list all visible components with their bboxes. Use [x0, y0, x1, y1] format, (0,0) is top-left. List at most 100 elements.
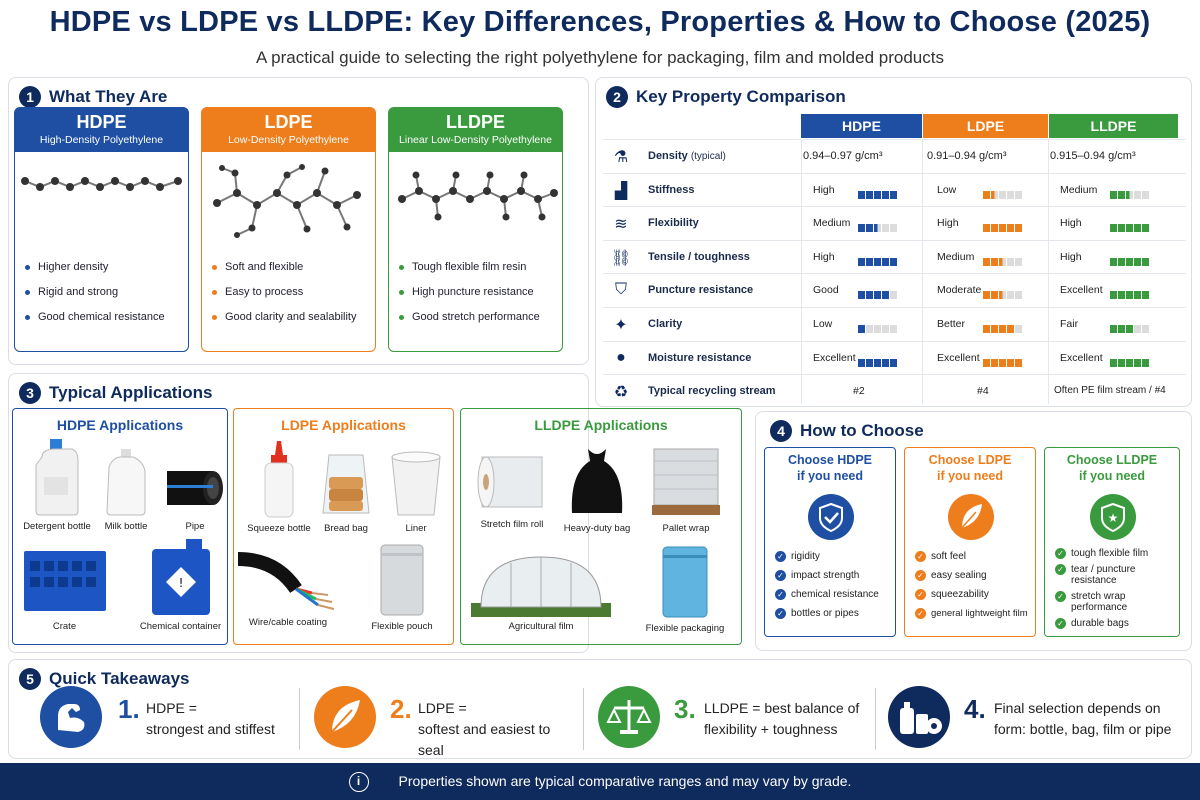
level-segment	[983, 325, 990, 333]
row-label: Tensile / toughness	[648, 250, 750, 263]
app-label: Pallet wrap	[662, 523, 710, 534]
app-label: Detergent bottle	[23, 521, 91, 532]
page-subtitle: A practical guide to selecting the right…	[256, 48, 944, 67]
cell-value: 0.94–0.97 g/cm³	[803, 150, 883, 162]
level-bar	[858, 320, 898, 333]
cell-value: #2	[853, 385, 865, 398]
list-item: ✓ impact strength	[775, 570, 879, 581]
wave-icon: ≋	[614, 216, 628, 234]
level-segment	[1142, 257, 1149, 266]
flexible-pouch-icon	[380, 544, 424, 616]
level-segment	[1142, 190, 1149, 199]
hdpe-card-header: HDPE High-Density Polyethylene	[15, 108, 188, 152]
level-segment	[1134, 358, 1141, 367]
pallet-wrap-icon	[652, 448, 720, 515]
list-item: Good stretch performance	[399, 311, 540, 336]
section-3-heading: 3 Typical Applications	[19, 382, 212, 404]
level-segment	[991, 358, 998, 367]
level-segment	[866, 224, 873, 233]
cell-value: High	[813, 183, 835, 196]
level-segment	[1110, 224, 1117, 233]
level-segment	[1126, 190, 1133, 199]
level-segment	[1134, 190, 1141, 199]
section-number: 1	[19, 86, 41, 108]
app-item: Stretch film roll	[467, 447, 557, 530]
group-title: LDPE Applications	[281, 417, 406, 433]
level-segment	[890, 224, 897, 233]
list-item: Rigid and strong	[25, 286, 165, 311]
level-segment	[999, 224, 1006, 233]
crate-icon	[23, 551, 106, 611]
level-segment	[983, 291, 990, 300]
app-label: Wire/cable coating	[248, 617, 328, 628]
row-label: Flexibility	[648, 217, 699, 230]
squeeze-bottle-icon	[264, 441, 294, 518]
level-segment	[991, 291, 998, 300]
app-item: Agricultural film	[467, 549, 615, 632]
level-bar	[1110, 253, 1150, 266]
column-divider	[1048, 139, 1049, 404]
level-segment	[1134, 291, 1141, 300]
level-segment	[874, 190, 881, 199]
svg-text:!: !	[178, 576, 183, 590]
lldpe-applications-box: LLDPE Applications Stretch film roll Hea…	[460, 408, 742, 645]
level-segment	[983, 358, 990, 367]
cell-value: 0.91–0.94 g/cm³	[927, 150, 1007, 162]
level-segment	[858, 257, 865, 266]
section-2-heading: 2 Key Property Comparison	[606, 86, 846, 108]
footer-note: i Properties shown are typical comparativ…	[0, 763, 1200, 800]
chemical-container-icon: !	[151, 539, 210, 615]
list-item: High puncture resistance	[399, 286, 540, 311]
cell-value: Medium	[937, 250, 975, 263]
app-item: Bread bag	[314, 449, 378, 534]
table-row: ✦ Clarity Low Better Fair	[603, 307, 1186, 340]
level-segment	[890, 291, 897, 300]
level-segment	[1142, 224, 1149, 233]
row-label: Puncture resistance	[648, 284, 754, 297]
level-bar	[858, 253, 898, 266]
level-segment	[1118, 291, 1125, 300]
list-item: Good clarity and sealability	[212, 311, 356, 336]
bar-chart-icon: ▟	[614, 182, 628, 200]
app-item: Flexible pouch	[362, 541, 442, 632]
cell-value: Excellent	[1060, 284, 1103, 297]
list-item: ✓ rigidity	[775, 551, 879, 562]
section-title: What They Are	[49, 87, 168, 106]
card-fullname: Linear Low-Density Polyethylene	[399, 134, 552, 146]
level-segment	[991, 325, 998, 333]
section-number: 4	[770, 420, 792, 442]
level-segment	[983, 190, 990, 199]
level-segment	[1015, 224, 1022, 233]
link-icon: ⛓	[611, 249, 632, 267]
list-item: ✓ easy sealing	[915, 570, 1028, 581]
shield-icon: ⛉	[614, 281, 627, 299]
choose-title: Choose LDPE if you need	[928, 453, 1012, 483]
flask-icon: ⚗	[613, 149, 629, 166]
column-divider	[801, 139, 802, 404]
level-bar	[858, 186, 898, 199]
cell-value: High	[1060, 250, 1082, 263]
level-bar	[1110, 219, 1150, 233]
level-segment	[991, 257, 998, 266]
app-item: Pipe	[163, 459, 227, 532]
level-bar	[983, 253, 1023, 266]
takeaway-number: 1.	[118, 694, 140, 724]
cell-value: Excellent	[1060, 351, 1103, 364]
level-segment	[1134, 257, 1141, 266]
ldpe-card-header: LDPE Low-Density Polyethylene	[202, 108, 375, 152]
level-bar	[983, 186, 1023, 199]
level-bar	[983, 219, 1023, 233]
card-name: HDPE	[76, 112, 127, 132]
level-segment	[983, 224, 990, 233]
level-segment	[882, 325, 889, 333]
list-item: Soft and flexible	[212, 261, 356, 286]
level-segment	[882, 224, 889, 233]
cell-value: 0.915–0.94 g/cm³	[1050, 150, 1136, 162]
section-5-heading: 5 Quick Takeaways	[19, 668, 190, 690]
milk-bottle-icon	[106, 449, 146, 516]
level-segment	[874, 325, 881, 333]
page-title: HDPE vs LDPE vs LLDPE: Key Differences, …	[49, 6, 1151, 38]
cell-value: Better	[937, 318, 966, 330]
cell-value: Excellent	[937, 351, 980, 364]
choose-title: Choose LLDPE if you need	[1066, 453, 1158, 483]
